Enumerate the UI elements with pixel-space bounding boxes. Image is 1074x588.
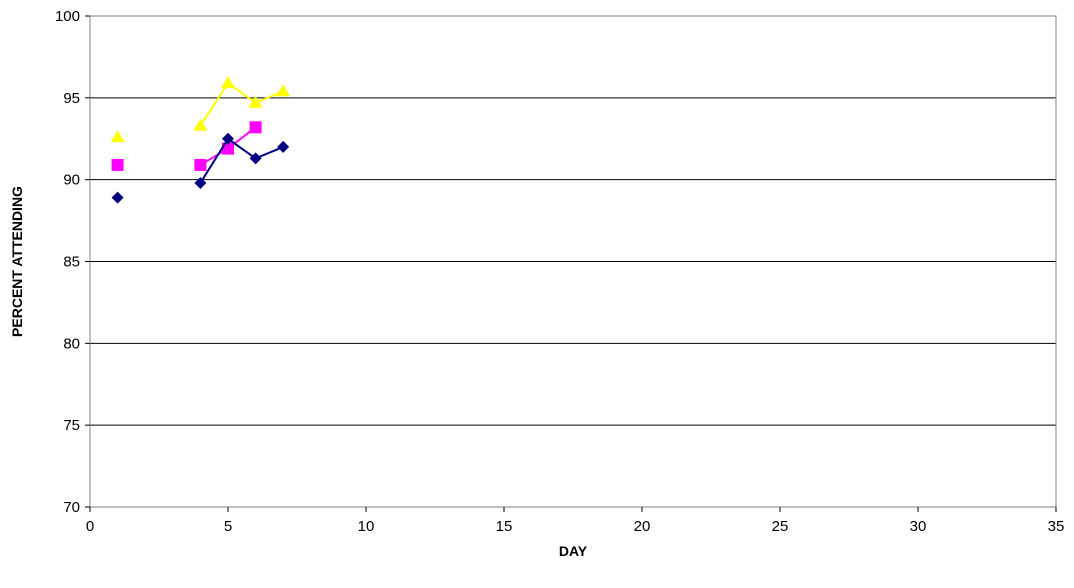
data-point (277, 140, 290, 153)
data-point (249, 152, 262, 165)
y-tick-label: 80 (63, 335, 80, 352)
grid-lines (90, 97, 1056, 426)
data-point (222, 142, 234, 155)
y-tick-label: 90 (63, 172, 80, 189)
x-tick-label: 35 (1048, 518, 1065, 535)
series-line (199, 137, 284, 184)
x-tick-label: 15 (496, 518, 513, 535)
data-point (276, 84, 291, 97)
y-tick-label: 95 (63, 90, 80, 107)
series-square (111, 121, 262, 171)
series-diamond (111, 132, 290, 204)
y-axis-ticks: 70 75 80 85 90 95 100 (55, 8, 90, 516)
x-tick-label: 25 (772, 518, 789, 535)
y-tick-label: 85 (63, 254, 80, 271)
x-tick-label: 20 (634, 518, 651, 535)
data-point (248, 95, 263, 108)
series-triangle (110, 76, 291, 143)
data-point (194, 158, 207, 171)
data-point (194, 176, 207, 189)
x-axis-ticks: 0 5 10 15 20 25 30 35 (86, 507, 1065, 535)
data-point (249, 121, 262, 134)
data-point (111, 158, 124, 171)
data-point (111, 191, 124, 204)
data-point (221, 76, 235, 89)
data-point (193, 118, 208, 131)
x-tick-label: 30 (910, 518, 927, 535)
series-layer (110, 76, 291, 204)
data-point (110, 130, 125, 143)
data-point (222, 132, 234, 145)
y-tick-label: 100 (55, 8, 80, 25)
x-tick-label: 5 (224, 518, 232, 535)
x-tick-label: 0 (86, 518, 94, 535)
y-axis-title: PERCENT ATTENDING (9, 186, 25, 337)
series-line (199, 81, 284, 127)
y-tick-label: 75 (63, 417, 80, 434)
y-tick-label: 70 (63, 499, 80, 516)
x-tick-label: 10 (358, 518, 375, 535)
x-axis-title: DAY (559, 543, 588, 559)
